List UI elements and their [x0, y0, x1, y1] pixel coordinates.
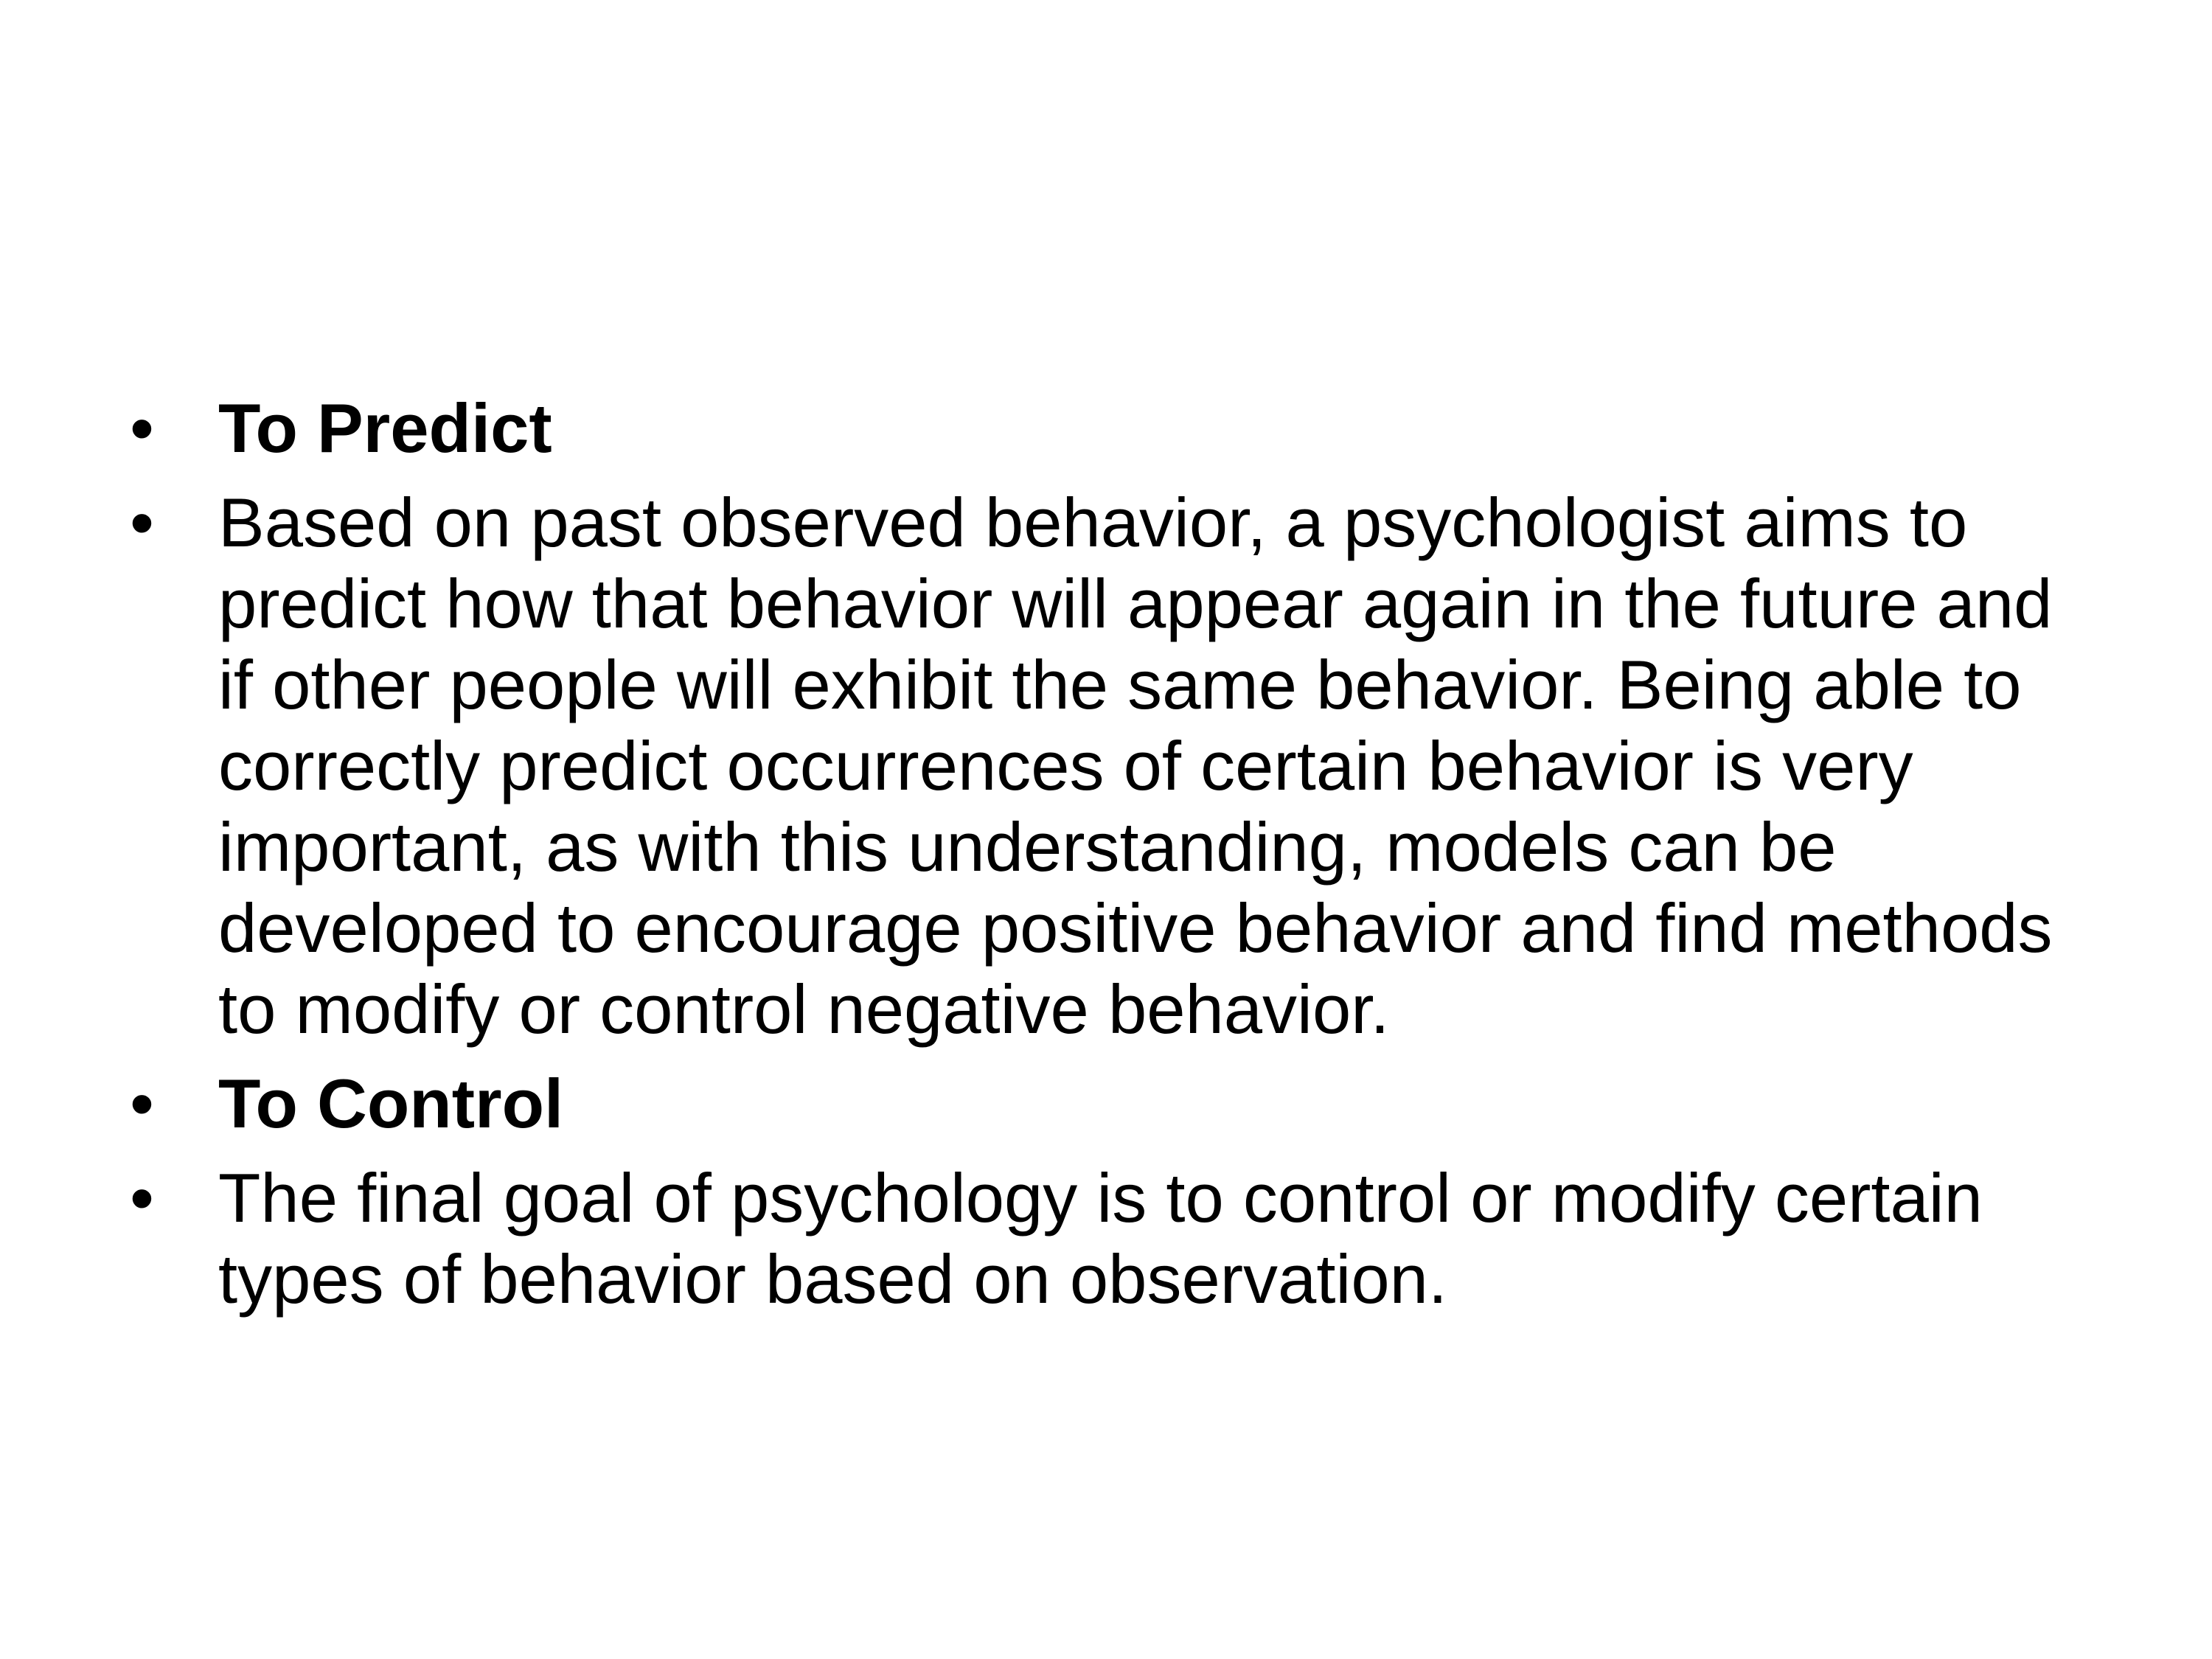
bullet-body-text: Based on past observed behavior, a psych…	[218, 484, 2053, 1048]
bullet-item-predict-description: • Based on past observed behavior, a psy…	[130, 482, 2091, 1050]
bullet-heading: To Control	[218, 1065, 564, 1142]
bullet-heading: To Predict	[218, 389, 552, 467]
bullet-dot-icon: •	[130, 484, 154, 561]
bullet-item-to-control: • To Control	[130, 1063, 2091, 1144]
bullet-dot-icon: •	[130, 389, 154, 467]
bullet-item-to-predict: • To Predict	[130, 388, 2091, 469]
bullet-body-text: The final goal of psychology is to contr…	[218, 1159, 1983, 1318]
bullet-dot-icon: •	[130, 1159, 154, 1237]
bullet-dot-icon: •	[130, 1065, 154, 1142]
bullet-list: • To Predict • Based on past observed be…	[130, 388, 2091, 1333]
bullet-item-control-description: • The final goal of psychology is to con…	[130, 1158, 2091, 1320]
